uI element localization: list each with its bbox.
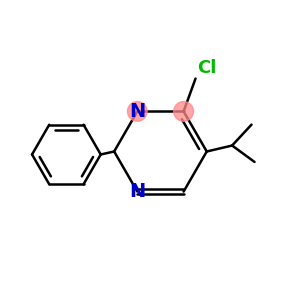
Text: N: N (129, 102, 146, 121)
Circle shape (128, 102, 147, 121)
Text: Cl: Cl (197, 59, 216, 77)
Text: N: N (129, 182, 146, 201)
Circle shape (174, 102, 194, 121)
